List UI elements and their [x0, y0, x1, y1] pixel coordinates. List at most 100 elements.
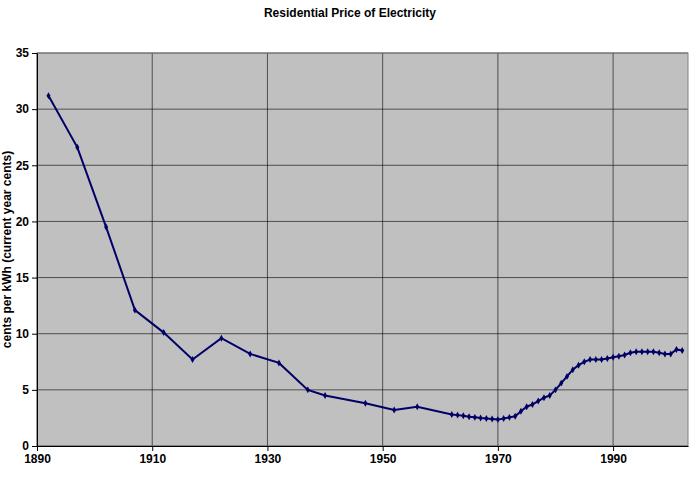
marker [75, 144, 79, 151]
y-axis: 0 5 10 15 20 25 30 35 [16, 46, 38, 453]
y-grid-line [37, 109, 688, 110]
tick-mark [32, 390, 37, 391]
tick: 0 [22, 439, 37, 453]
tick: 35 [16, 46, 37, 60]
marker [542, 394, 546, 401]
tick-mark [32, 221, 37, 222]
marker [657, 349, 661, 356]
tick: 20 [16, 215, 37, 229]
marker [594, 356, 598, 363]
tick-label: 10 [16, 327, 30, 341]
marker [571, 366, 575, 373]
tick: 5 [22, 383, 37, 397]
marker [219, 335, 223, 342]
chart: 18901910193019501970199005101520253035Re… [0, 0, 700, 477]
x-grid-line [267, 53, 268, 446]
marker [513, 413, 517, 420]
plot-frame [37, 53, 688, 446]
marker [565, 373, 569, 380]
marker [577, 362, 581, 369]
marker [467, 413, 471, 420]
marker [363, 400, 367, 407]
marker [553, 386, 557, 393]
x-grid-line [382, 53, 383, 446]
y-grid-line [37, 277, 688, 278]
marker [415, 403, 419, 410]
x-grid-line [613, 53, 614, 446]
tick-label: 25 [16, 159, 30, 173]
tick-label: 1910 [139, 452, 166, 466]
tick-mark [152, 446, 153, 451]
tick-mark [498, 446, 499, 451]
tick: 10 [16, 327, 37, 341]
tick-mark [32, 53, 37, 54]
marker [507, 414, 511, 421]
plot-area [47, 92, 685, 423]
tick-label: 1970 [485, 452, 512, 466]
grid [37, 53, 688, 446]
marker [651, 348, 655, 355]
tick-label: 5 [22, 383, 29, 397]
marker [525, 403, 529, 410]
y-grid-line [37, 165, 688, 166]
tick: 1970 [485, 446, 512, 466]
marker [450, 411, 454, 418]
marker [548, 392, 552, 399]
marker [479, 414, 483, 421]
marker [640, 348, 644, 355]
plot-background [37, 53, 688, 446]
marker [133, 307, 137, 314]
marker [277, 359, 281, 366]
marker [634, 348, 638, 355]
tick: 1990 [600, 446, 627, 466]
marker [484, 415, 488, 422]
marker [162, 329, 166, 336]
marker [669, 350, 673, 357]
marker [588, 356, 592, 363]
y-grid-line [37, 221, 688, 222]
x-axis-line [38, 446, 689, 447]
tick-label: 20 [16, 215, 30, 229]
marker [47, 92, 51, 99]
tick-mark [32, 446, 37, 447]
tick-mark [32, 165, 37, 166]
marker [582, 358, 586, 365]
tick-mark [613, 446, 614, 451]
tick: 30 [16, 102, 37, 116]
marker [617, 353, 621, 360]
marker [473, 414, 477, 421]
marker [306, 386, 310, 393]
tick-mark [32, 334, 37, 335]
marker [559, 380, 563, 387]
marker [502, 415, 506, 422]
tick: 1910 [139, 446, 166, 466]
marker [461, 412, 465, 419]
tick-mark [32, 278, 37, 279]
tick-label: 30 [16, 102, 30, 116]
marker [323, 392, 327, 399]
y-grid-line [37, 389, 688, 390]
marker [623, 352, 627, 359]
y-axis-line [37, 54, 38, 447]
tick-mark [267, 446, 268, 451]
marker [674, 346, 678, 353]
tick-mark [383, 446, 384, 451]
tick: 1930 [255, 446, 282, 466]
tick-label: 1930 [255, 452, 282, 466]
tick-label: 1950 [370, 452, 397, 466]
tick-label: 15 [16, 271, 30, 285]
y-axis-title: cents per kWh (current year cents) [0, 151, 14, 348]
x-grid-line [497, 53, 498, 446]
marker [646, 348, 650, 355]
tick-label: 1990 [600, 452, 627, 466]
tick-label: 0 [22, 439, 29, 453]
tick: 15 [16, 271, 37, 285]
marker [496, 416, 500, 423]
marker [392, 407, 396, 414]
marker [519, 408, 523, 415]
x-grid-line [152, 53, 153, 446]
marker [456, 412, 460, 419]
marker [600, 356, 604, 363]
tick-label: 35 [16, 46, 30, 60]
title: Residential Price of Electricity [264, 6, 436, 20]
